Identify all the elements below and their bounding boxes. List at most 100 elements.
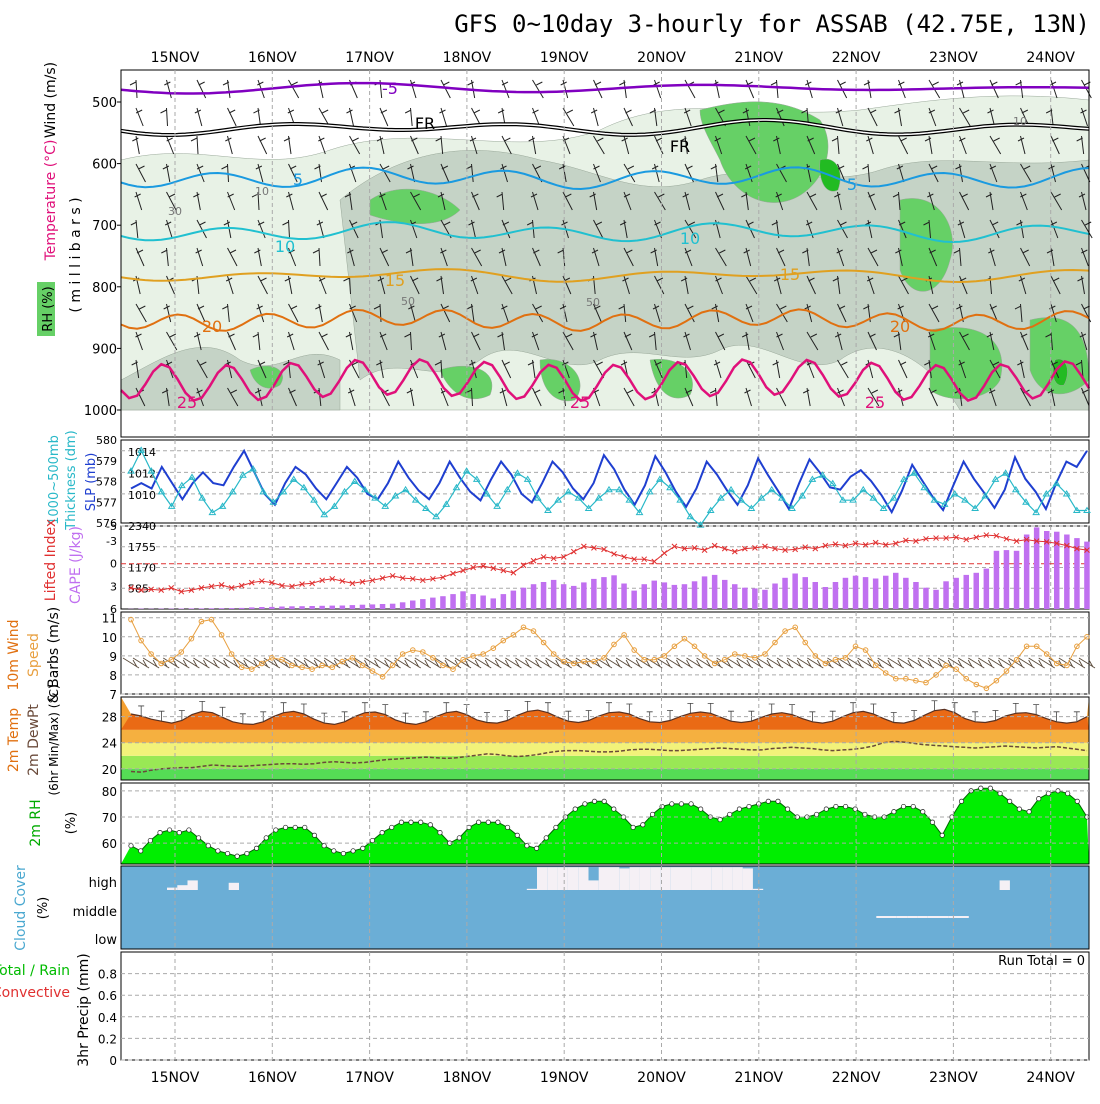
temp-band: [121, 756, 1089, 769]
cape-bar: [984, 569, 990, 609]
cape-tick-label: 585: [128, 582, 149, 595]
temp-band: [121, 769, 1089, 780]
temp-contour-label: 5: [293, 170, 303, 189]
surface-wind-barb: [626, 658, 642, 668]
wind-tick-label: 9: [109, 650, 117, 664]
cloud-axis-label: Cloud Cover: [13, 865, 29, 951]
high-cloud-bar: [558, 867, 568, 890]
surface-wind-barb: [928, 658, 944, 668]
high-cloud-bar: [599, 867, 609, 890]
rh2m-point: [592, 799, 596, 803]
slp-axis-label: SLP (mb): [84, 453, 99, 512]
surface-wind-barb: [485, 658, 501, 668]
date-label-bottom: 23NOV: [929, 1070, 978, 1086]
rh2m-point: [351, 849, 355, 853]
rh2m-point: [641, 823, 645, 827]
rh2m-point: [892, 810, 896, 814]
rh2m-point: [718, 817, 722, 821]
temp-contour-label: 25: [177, 393, 197, 412]
rh2m-point: [370, 838, 374, 842]
precip-frame: [121, 952, 1089, 1060]
wind-speed-line: [131, 620, 1087, 689]
rh2m-point: [853, 807, 857, 811]
temp-band: [121, 743, 1089, 756]
date-label-top: 19NOV: [540, 50, 589, 66]
rh2m-point: [129, 844, 133, 848]
surface-wind-barb: [495, 658, 511, 668]
cape-bar: [1014, 551, 1020, 609]
lifted-index-point: [571, 549, 576, 554]
surface-wind-barb: [365, 658, 381, 668]
rh2m-point: [322, 844, 326, 848]
lifted-tick-label: 3: [110, 580, 117, 593]
rh2m-point: [998, 791, 1002, 795]
middle-cloud-bar: [917, 916, 927, 918]
date-label-bottom: 19NOV: [540, 1070, 589, 1086]
surface-wind-barb: [898, 658, 914, 668]
cape-bar: [330, 606, 336, 609]
high-cloud-bar: [1000, 880, 1010, 890]
cape-bar: [541, 582, 547, 609]
cape-bar: [259, 607, 265, 609]
cape-bar: [762, 590, 768, 609]
rh2m-point: [785, 807, 789, 811]
cape-axis-label: CAPE (J/kg): [68, 526, 84, 604]
surface-wind-barb: [515, 658, 531, 668]
rh2m-point: [467, 825, 471, 829]
middle-cloud-bar: [887, 916, 897, 918]
cape-tick-label: 2340: [128, 520, 156, 533]
cape-bar: [642, 584, 648, 609]
wind-frame: [121, 612, 1089, 694]
cape-bar: [722, 580, 728, 609]
cape-bar: [601, 577, 607, 609]
rh2m-point: [196, 836, 200, 840]
rh2m-point: [1066, 791, 1070, 795]
thickness-tick-label: 579: [96, 455, 117, 468]
rh2m-point: [505, 825, 509, 829]
surface-wind-barb: [777, 658, 793, 668]
cape-bar: [551, 580, 557, 609]
precip-tick-label: 0.6: [98, 989, 117, 1003]
rh2m-point: [583, 802, 587, 806]
temp-contour-label: 25: [865, 393, 885, 412]
cape-bar: [179, 609, 185, 610]
cloud-level-label: low: [95, 933, 118, 948]
cape-bar: [1044, 531, 1050, 609]
cape-bar: [712, 575, 718, 609]
temp-contour-label: 20: [202, 317, 222, 336]
surface-wind-barb: [405, 658, 421, 668]
rh2m-point: [988, 786, 992, 790]
surface-wind-barb: [465, 658, 481, 668]
surface-wind-barb: [666, 658, 682, 668]
date-label-bottom: 21NOV: [734, 1070, 783, 1086]
middle-cloud-bar: [876, 916, 886, 918]
rh2m-tick-label: 80: [102, 785, 117, 799]
cape-bar: [672, 585, 678, 609]
slp-tick-label: 1010: [128, 489, 156, 502]
high-cloud-bar: [660, 867, 670, 890]
temp-contour-label: 15: [385, 271, 405, 290]
date-label-top: 23NOV: [929, 50, 978, 66]
cape-bar: [511, 591, 516, 609]
rh2m-point: [139, 849, 143, 853]
cloud-level-label: middle: [73, 905, 117, 920]
rh2m-point: [544, 836, 548, 840]
rh2m-point: [438, 830, 442, 834]
cape-bar: [269, 607, 275, 609]
cape-bar: [732, 584, 738, 609]
date-label-top: 24NOV: [1026, 50, 1075, 66]
high-cloud-bar: [547, 867, 557, 890]
cape-bar: [561, 584, 567, 609]
temp-band: [121, 730, 1089, 743]
high-cloud-bar: [650, 867, 660, 890]
cape-bar: [340, 606, 346, 610]
cape-bar: [571, 586, 577, 609]
cape-bar: [702, 576, 708, 609]
temp-contour-label: 5: [847, 175, 857, 194]
thickness-tick-label: 580: [96, 434, 117, 447]
cape-bar: [460, 591, 466, 609]
rh2m-point: [216, 849, 220, 853]
cape-bar: [792, 574, 798, 610]
